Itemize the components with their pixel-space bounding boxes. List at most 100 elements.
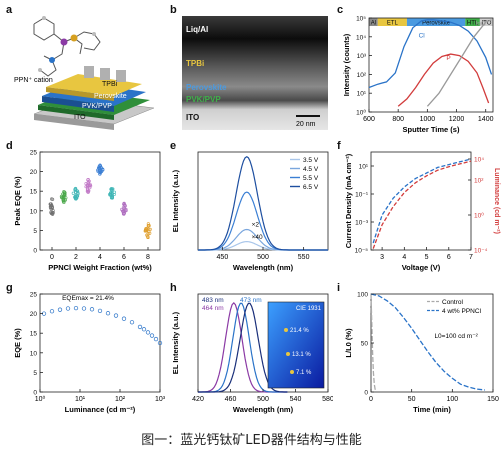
data-point [50, 197, 54, 201]
tem-label-ito: ITO [186, 113, 199, 122]
data-point [61, 197, 66, 201]
plot-frame [370, 151, 472, 251]
legend-label: 464 nm [202, 305, 224, 312]
data-point [62, 198, 66, 203]
data-point [141, 327, 147, 332]
legend-label: Control [442, 299, 464, 306]
y-tick-label: 100 [357, 292, 368, 299]
panel-label-h: h [170, 282, 177, 294]
panel-a: a PPN⁺ cation [4, 4, 164, 134]
x-tick-label: 460 [225, 396, 237, 403]
y-tick-label: 10¹ [359, 164, 369, 171]
series-line-p [397, 53, 490, 107]
band-label: Al [371, 21, 376, 27]
x-tick-label: 540 [290, 396, 302, 403]
y-tick-label: 10⁻¹ [355, 192, 369, 199]
data-point [71, 191, 75, 195]
data-point [145, 226, 150, 231]
band-htl [465, 18, 480, 26]
y-axis-label: EQE (%) [13, 328, 22, 358]
layer-label-pvk: PVK/PVP [82, 103, 112, 110]
y-tick-label: 10⁴ [356, 34, 366, 41]
series-line [198, 302, 288, 393]
y-tick-label: 15 [30, 331, 38, 338]
y-tick-label: 25 [30, 292, 38, 299]
data-point [73, 305, 79, 311]
data-point [57, 307, 63, 312]
panel-label-f: f [337, 140, 341, 152]
data-point [76, 191, 80, 195]
chart-i: Control 4 wt% PPNCl L0=100 cd m⁻² 0 50 100 150… [344, 292, 499, 415]
device-structure-diagram: PPN⁺ cation TPBi Perovskite PVK/PVP ITO [14, 16, 155, 130]
x-tick-label: 8 [146, 254, 150, 261]
y-tick-label: 10¹ [357, 91, 367, 98]
eqe-max-annotation: EQEmax = 21.4% [62, 295, 114, 302]
x-tick-label: 5 [425, 254, 429, 261]
x-tick-label: 150 [487, 396, 499, 403]
data-point [122, 203, 127, 207]
y-axis-label: Current Density (mA cm⁻²) [344, 153, 353, 248]
data-point [85, 183, 90, 187]
data-point [148, 227, 152, 232]
series-line-ino [426, 19, 492, 107]
x-tick-label: 10³ [155, 396, 166, 403]
panel-d: d 0 2 4 6 8 0 5 10 15 20 25 PPNCl Weight Fraction (… [4, 140, 166, 278]
data-point [122, 202, 126, 206]
x-tick-label: 0 [369, 396, 373, 403]
series-line-cl [368, 19, 493, 89]
cie-label: 21.4 % [290, 328, 309, 334]
y-axis-label: Peak EQE (%) [13, 176, 22, 226]
panel-label-d: d [6, 140, 13, 152]
legend-label: 4.5 V [303, 166, 319, 173]
plot-frame [39, 293, 161, 393]
x-tick-label: 10⁰ [35, 395, 46, 403]
legend-label: 6.5 V [303, 184, 319, 191]
panel-label-g: g [6, 282, 13, 294]
scale-bar-label: 20 nm [296, 121, 316, 128]
data-point [120, 207, 124, 212]
x-tick-label: 1200 [449, 116, 465, 123]
x-tick-label: 500 [257, 254, 269, 261]
data-point [146, 222, 150, 226]
x-tick-label: 1000 [420, 116, 436, 123]
data-point [85, 184, 89, 188]
layer-label-ito: ITO [74, 114, 86, 121]
data-point [97, 166, 101, 170]
x-tick-label: 450 [217, 254, 229, 261]
panel-c: c Al ETL Perovskite HTL ITO Cl P InO 600 800 1000 1… [335, 4, 501, 138]
figure-caption: 图一：蓝光钙钛矿LED器件结构与性能 [141, 433, 362, 448]
tem-cross-section: Liq/Al TPBi Perovskite PVK/PVP ITO 20 nm [182, 16, 328, 130]
legend-label: 483 nm [202, 297, 224, 304]
y-tick-label: 0 [33, 248, 37, 255]
chart-e: 3.5 V 4.5 V 5.5 V 6.5 V ×2 ×40 450 500 550 Wavele… [171, 151, 329, 272]
annotation-x40: ×40 [252, 234, 263, 241]
y-axis-label: EL Intensity (a.u.) [171, 169, 180, 232]
x-tick-label: 1400 [478, 116, 494, 123]
data-point [121, 205, 126, 210]
y-tick-label: 10³ [357, 53, 367, 60]
x-tick-label: 7 [469, 254, 473, 261]
x-axis-label: Sputter Time (s) [403, 125, 460, 134]
data-point [73, 188, 77, 192]
tem-label-tpbi: TPBi [186, 59, 204, 68]
data-point [62, 190, 67, 194]
y-tick-label: 15 [30, 189, 38, 196]
x-axis-label: Wavelength (nm) [233, 263, 294, 272]
band-perovskite [406, 18, 466, 26]
y-tick-label: 10⁻⁵ [355, 248, 369, 255]
x-tick-label: 4 [98, 254, 102, 261]
data-point [98, 172, 102, 176]
band-label: Perovskite [422, 21, 451, 27]
x-axis-label: Wavelength (nm) [233, 405, 294, 414]
panel-i: i Control 4 wt% PPNCl L0=100 cd m⁻² 0 50 100 1… [335, 282, 501, 422]
data-point [97, 164, 101, 169]
y-tick-label: 10² [357, 72, 367, 79]
data-point [153, 336, 159, 342]
x-tick-label: 800 [392, 116, 404, 123]
x-tick-label: 2 [74, 254, 78, 261]
chart-d: 0 2 4 6 8 0 5 10 15 20 25 PPNCl Weight Fraction (wt… [13, 150, 161, 272]
chart-g: EQEmax = 21.4% 10⁰ 10¹ 10² 10³ 0 5 10 15 20 25 Lumi… [13, 292, 166, 415]
data-point [49, 207, 53, 212]
data-point [113, 313, 119, 318]
data-point [51, 211, 55, 215]
